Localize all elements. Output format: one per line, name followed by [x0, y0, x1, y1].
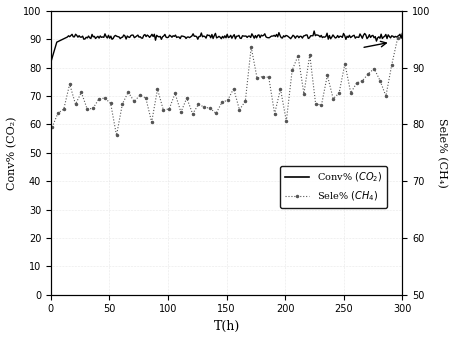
Y-axis label: Sele% (CH₄): Sele% (CH₄) [437, 118, 447, 188]
X-axis label: T(h): T(h) [213, 320, 240, 333]
Legend: Conv% $(CO_2)$, Sele% $(CH_4)$: Conv% $(CO_2)$, Sele% $(CH_4)$ [280, 166, 387, 208]
Y-axis label: Conv% (CO₂): Conv% (CO₂) [7, 116, 17, 190]
